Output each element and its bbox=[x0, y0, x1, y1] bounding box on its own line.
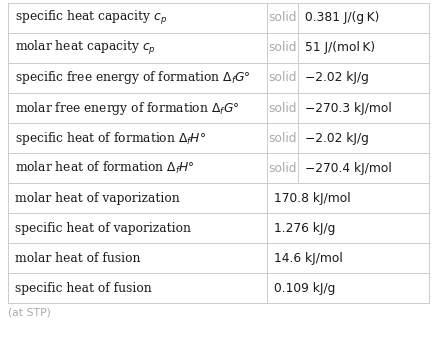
Text: 14.6 kJ/mol: 14.6 kJ/mol bbox=[274, 252, 343, 265]
Text: molar heat of fusion: molar heat of fusion bbox=[15, 252, 140, 265]
Text: molar free energy of formation $\Delta_f G°$: molar free energy of formation $\Delta_f… bbox=[15, 100, 239, 117]
Text: specific heat of formation $\Delta_f H°$: specific heat of formation $\Delta_f H°$ bbox=[15, 130, 206, 147]
Text: 1.276 kJ/g: 1.276 kJ/g bbox=[274, 222, 335, 235]
Text: solid: solid bbox=[268, 162, 297, 175]
Text: −2.02 kJ/g: −2.02 kJ/g bbox=[305, 131, 369, 144]
Text: solid: solid bbox=[268, 42, 297, 55]
Text: specific heat of fusion: specific heat of fusion bbox=[15, 282, 152, 295]
Text: molar heat capacity $c_p$: molar heat capacity $c_p$ bbox=[15, 39, 155, 57]
Text: solid: solid bbox=[268, 71, 297, 84]
Text: (at STP): (at STP) bbox=[8, 308, 51, 318]
Text: 170.8 kJ/mol: 170.8 kJ/mol bbox=[274, 192, 350, 205]
Text: −270.4 kJ/mol: −270.4 kJ/mol bbox=[305, 162, 392, 175]
Text: specific heat of vaporization: specific heat of vaporization bbox=[15, 222, 191, 235]
Text: 0.381 J/(g K): 0.381 J/(g K) bbox=[305, 12, 380, 25]
Text: molar heat of vaporization: molar heat of vaporization bbox=[15, 192, 180, 205]
Text: −2.02 kJ/g: −2.02 kJ/g bbox=[305, 71, 369, 84]
Text: molar heat of formation $\Delta_f H°$: molar heat of formation $\Delta_f H°$ bbox=[15, 160, 194, 176]
Text: solid: solid bbox=[268, 12, 297, 25]
Text: −270.3 kJ/mol: −270.3 kJ/mol bbox=[305, 101, 392, 114]
Text: 51 J/(mol K): 51 J/(mol K) bbox=[305, 42, 375, 55]
Text: solid: solid bbox=[268, 131, 297, 144]
Text: 0.109 kJ/g: 0.109 kJ/g bbox=[274, 282, 335, 295]
Text: solid: solid bbox=[268, 101, 297, 114]
Text: specific free energy of formation $\Delta_f G°$: specific free energy of formation $\Delt… bbox=[15, 69, 251, 87]
Text: specific heat capacity $c_p$: specific heat capacity $c_p$ bbox=[15, 9, 167, 27]
